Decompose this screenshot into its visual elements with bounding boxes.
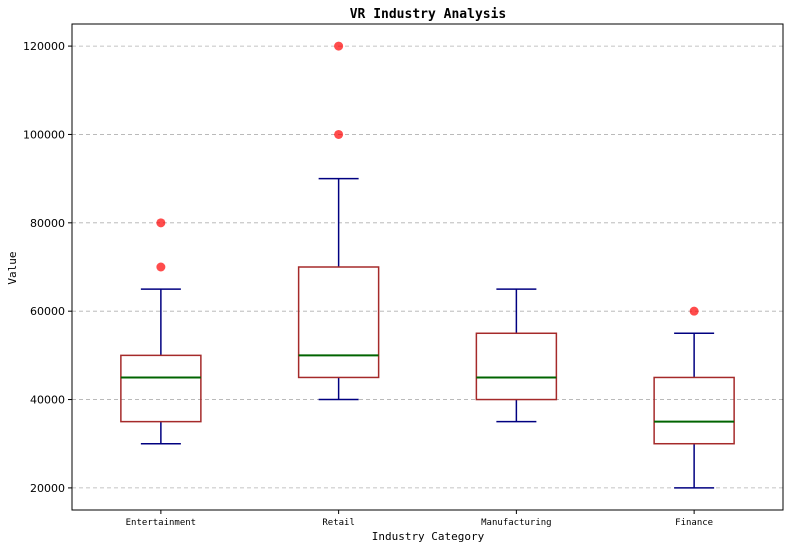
x-axis: Entertainment Retail Manufacturing Finance [126,510,713,528]
x-tick-label: Retail [322,518,355,528]
box-finance [653,306,735,489]
plot-frame [71,23,784,511]
iqr-box [653,376,735,445]
outlier-point [156,262,166,272]
x-axis-label: Industry Category [372,530,485,543]
x-tick-label: Finance [675,518,713,528]
y-tick-label: 60000 [30,305,65,318]
outlier-point [689,306,699,316]
iqr-box [297,266,380,379]
iqr-box [120,354,202,423]
box-entertainment [120,218,202,445]
outlier-point [334,41,344,51]
y-axis-label: Value [6,251,19,284]
y-tick-label: 80000 [30,217,65,230]
outlier-point [334,129,344,139]
box-manufacturing [475,288,558,423]
y-tick-label: 120000 [23,40,65,53]
y-tick-label: 20000 [30,482,65,495]
y-tick-label: 40000 [30,394,65,407]
boxes-group [120,41,735,489]
y-tick-label: 100000 [23,128,65,141]
iqr-box [475,332,558,401]
y-axis: 20000 40000 60000 80000 100000 120000 [23,40,72,495]
x-tick-label: Entertainment [126,518,196,528]
x-tick-label: Manufacturing [481,518,551,528]
box-retail [297,41,380,401]
outlier-point [156,218,166,228]
chart-title: VR Industry Analysis [350,7,507,22]
